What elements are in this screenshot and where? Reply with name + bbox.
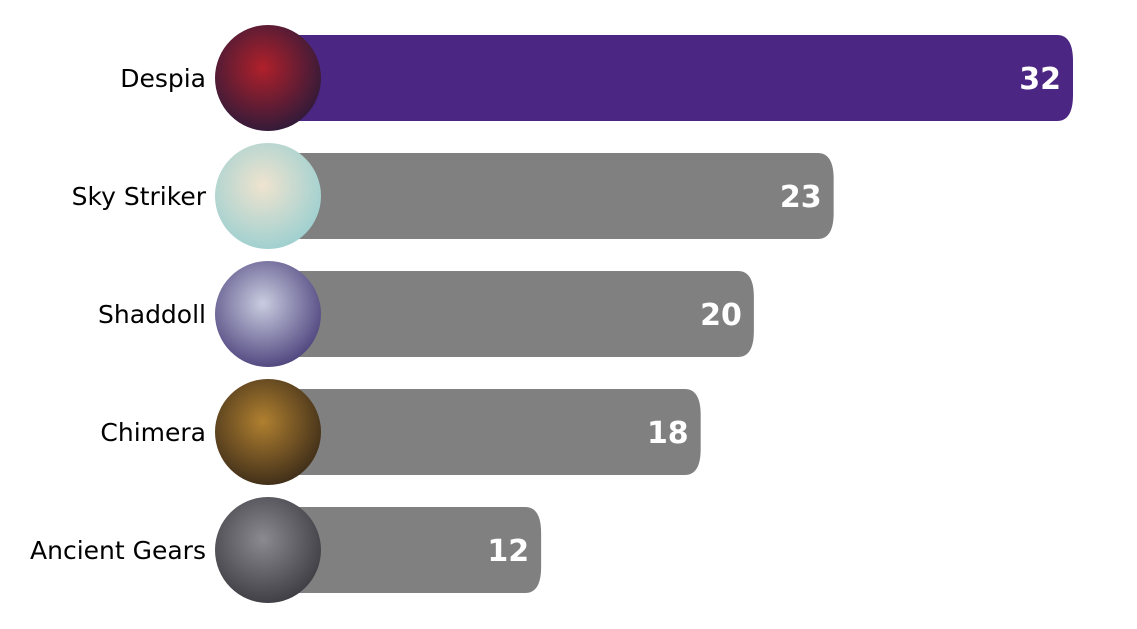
bar	[268, 271, 754, 357]
bar-group: Chimera 18	[100, 379, 701, 485]
value-label: 12	[487, 534, 529, 569]
category-label: Shaddoll	[98, 300, 206, 329]
category-label: Ancient Gears	[30, 536, 206, 565]
bar	[268, 35, 1073, 121]
bar-group: Shaddoll 20	[98, 261, 754, 367]
category-label: Sky Striker	[72, 182, 207, 211]
category-label: Despia	[120, 64, 206, 93]
bar-group: Ancient Gears 12	[30, 497, 542, 603]
bar-group: Sky Striker 23	[72, 143, 834, 249]
avatar	[215, 261, 321, 367]
value-label: 18	[647, 416, 689, 451]
value-label: 23	[780, 180, 822, 215]
avatar	[215, 25, 321, 131]
bar	[268, 507, 542, 593]
bar	[268, 153, 834, 239]
avatar	[215, 497, 321, 603]
bar	[268, 389, 701, 475]
value-label: 32	[1019, 62, 1061, 97]
category-label: Chimera	[100, 418, 206, 447]
avatar	[215, 379, 321, 485]
value-label: 20	[700, 298, 742, 333]
avatar	[215, 143, 321, 249]
bar-group: Despia 32	[120, 25, 1073, 131]
